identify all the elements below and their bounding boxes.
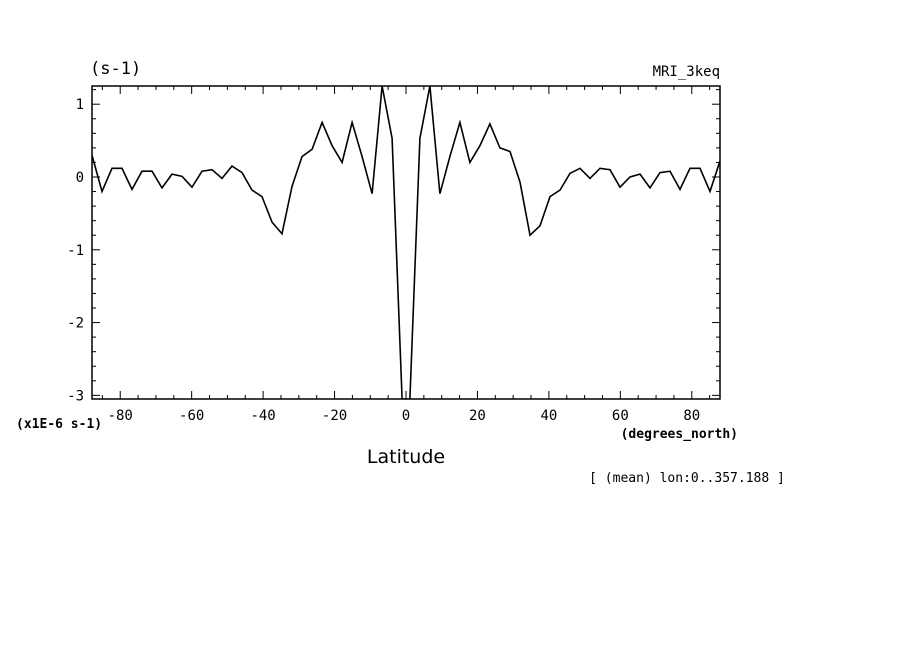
x-tick-label: 40	[540, 408, 557, 424]
model-label: MRI_3keq	[653, 64, 720, 80]
x-tick-label: 80	[683, 408, 700, 424]
x-tick-label: -80	[108, 408, 133, 424]
scale-label: (x1E-6 s-1)	[16, 417, 102, 432]
footnote: [ (mean) lon:0..357.188 ]	[589, 471, 785, 486]
y-tick-label: -1	[67, 243, 84, 259]
y-tick-label: -2	[67, 316, 84, 332]
x-tick-label: -40	[250, 408, 275, 424]
y-tick-label: -3	[67, 388, 84, 404]
x-tick-label: 20	[469, 408, 486, 424]
x-tick-label: 0	[402, 408, 410, 424]
plot-layer: -80 -60 -40 -20 0 20 40 60 80 1 0 -1 -2 -3	[67, 86, 720, 424]
y-tick-label: 1	[76, 97, 84, 113]
plot-frame	[91, 85, 721, 400]
x-unit-label: (degrees_north)	[621, 427, 738, 442]
unit-label: (s-1)	[90, 59, 141, 79]
x-tick-label: -60	[179, 408, 204, 424]
x-tick-label: -20	[322, 408, 347, 424]
series-line	[92, 86, 720, 399]
x-tick-label: 60	[612, 408, 629, 424]
y-tick-label: 0	[76, 170, 84, 186]
x-axis-title: Latitude	[367, 446, 445, 468]
